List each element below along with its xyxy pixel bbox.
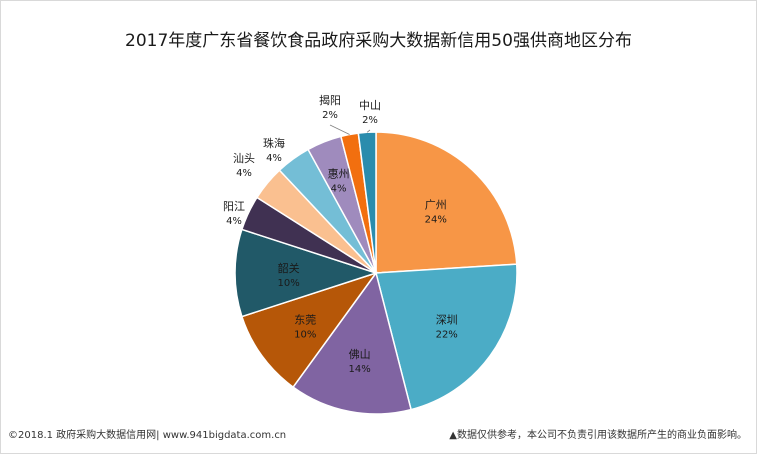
- slice-percent-6: 4%: [236, 168, 252, 179]
- footer-copyright: ©2018.1 政府采购大数据信用网| www.941bigdata.com.c…: [8, 430, 287, 441]
- footer-disclaimer: ▲数据仅供参考，本公司不负责引用该数据所产生的商业负面影响。: [449, 430, 747, 441]
- leader-line-10: [366, 129, 371, 133]
- slice-label-0: 广州: [425, 198, 447, 211]
- pie-slice-3: [240, 271, 378, 389]
- slice-percent-9: 2%: [322, 110, 338, 121]
- slice-percent-0: 24%: [425, 214, 447, 225]
- chart-title: 2017年度广东省餐饮食品政府采购大数据新信用50强供商地区分布: [125, 31, 632, 51]
- pie-slice-4: [234, 228, 379, 318]
- slice-label-2: 佛山: [349, 348, 371, 361]
- slice-label-5: 阳江: [223, 200, 245, 213]
- slice-label-6: 汕头: [233, 152, 255, 165]
- slice-percent-10: 2%: [362, 115, 378, 126]
- slice-label-1: 深圳: [436, 313, 458, 326]
- slice-label-10: 中山: [359, 99, 381, 112]
- slice-percent-4: 10%: [277, 278, 299, 289]
- slice-label-4: 韶关: [278, 261, 300, 275]
- slice-percent-5: 4%: [226, 216, 242, 227]
- slice-label-3: 东莞: [294, 313, 316, 326]
- slice-percent-8: 4%: [331, 184, 347, 195]
- slice-percent-2: 14%: [348, 364, 370, 375]
- leader-line-9: [329, 124, 350, 135]
- pie-slice-1: [375, 263, 518, 411]
- slice-label-8: 惠州: [328, 167, 350, 181]
- slice-label-7: 珠海: [263, 136, 285, 150]
- pie-slice-0: [375, 131, 518, 274]
- slice-percent-7: 4%: [266, 153, 282, 164]
- pie-slice-2: [292, 271, 412, 415]
- slice-percent-3: 10%: [294, 329, 316, 340]
- slice-label-9: 揭阳: [319, 93, 341, 107]
- slice-percent-1: 22%: [436, 329, 458, 340]
